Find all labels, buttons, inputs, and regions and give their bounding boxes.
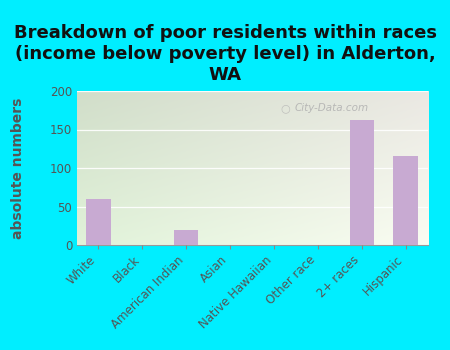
Bar (393, 156, 418, 245)
Bar (350, 120, 374, 245)
Bar (86, 199, 111, 245)
Bar (174, 230, 198, 245)
Text: City-Data.com: City-Data.com (294, 103, 368, 113)
Text: ○: ○ (280, 103, 290, 113)
Text: Breakdown of poor residents within races
(income below poverty level) in Alderto: Breakdown of poor residents within races… (14, 25, 436, 84)
Text: absolute numbers: absolute numbers (11, 97, 25, 239)
